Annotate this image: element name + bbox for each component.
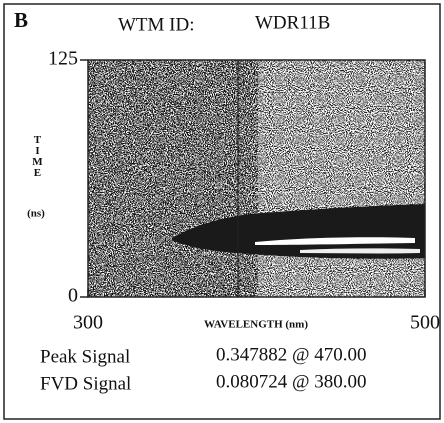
y-tick-label: 125: [48, 48, 78, 70]
x-tick-label: 300: [73, 312, 103, 334]
axes: 300 500 0 125: [48, 48, 440, 334]
readout-value: 0.080724 @ 380.00: [216, 371, 367, 392]
y-axis-label: TIME: [31, 134, 43, 178]
image: [88, 60, 425, 297]
y-axis-unit: (ns): [27, 208, 45, 220]
id-label: WTM ID:: [118, 14, 195, 35]
x-axis-label: WAVELENGTH (nm): [204, 319, 308, 331]
panel-label: B: [14, 8, 28, 32]
x-tick-label: 500: [410, 312, 440, 334]
y-tick-label: 0: [68, 285, 78, 307]
id-value: WDR11B: [255, 12, 330, 33]
readout-value: 0.347882 @ 470.00: [216, 344, 367, 365]
plot-frame: [87, 59, 426, 298]
readout-name: FVD Signal: [40, 373, 131, 394]
readout-name: Peak Signal: [40, 346, 130, 367]
readouts: Peak Signal 0.347882 @ 470.00 FVD Signal 0.…: [40, 344, 367, 394]
